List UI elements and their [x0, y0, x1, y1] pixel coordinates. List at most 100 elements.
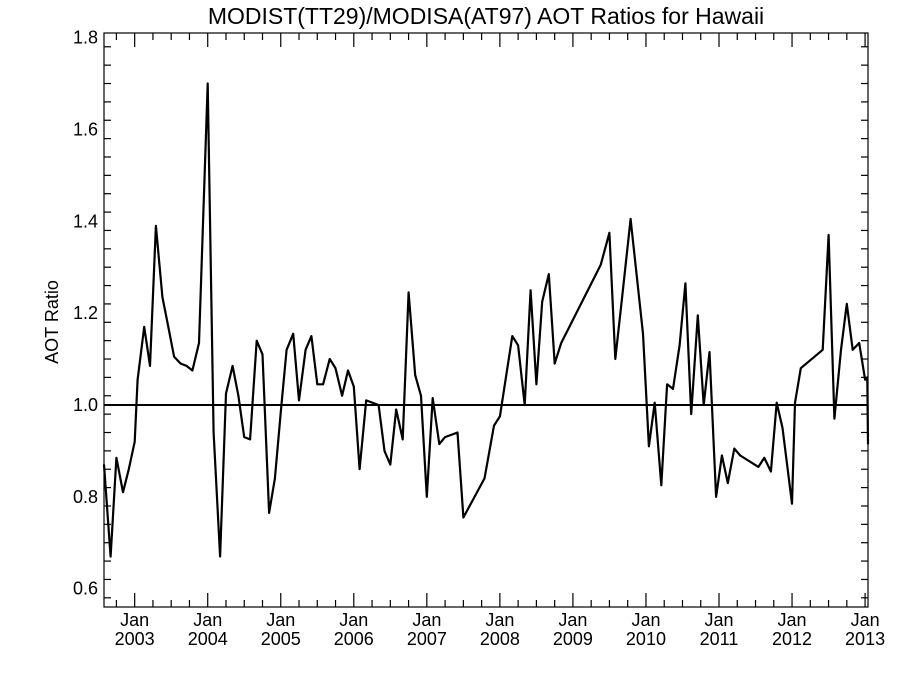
data-point	[483, 477, 486, 480]
x-tick-label-year: 2009	[553, 629, 593, 649]
data-point	[268, 512, 270, 514]
data-point	[560, 342, 562, 344]
data-point	[377, 404, 380, 406]
data-point	[678, 344, 681, 347]
data-point	[511, 335, 514, 337]
data-point	[541, 300, 543, 303]
data-point	[629, 218, 632, 220]
y-tick-label: 1.0	[73, 395, 98, 415]
data-point	[523, 404, 526, 406]
x-tick-label-month: Jan	[704, 610, 733, 630]
data-point	[535, 383, 538, 386]
y-tick-label: 0.6	[73, 579, 98, 599]
data-point	[212, 431, 215, 434]
data-point	[846, 303, 848, 305]
plot-frame	[103, 32, 869, 608]
data-point	[225, 392, 227, 395]
data-point	[642, 333, 644, 335]
data-point	[285, 349, 288, 351]
data-point	[517, 344, 519, 347]
data-point	[800, 367, 802, 370]
data-point	[684, 282, 687, 285]
data-point	[697, 314, 699, 317]
data-point	[401, 438, 404, 441]
data-point	[149, 365, 151, 367]
data-point	[191, 369, 194, 372]
data-point	[167, 326, 170, 328]
data-point	[136, 378, 139, 381]
x-tick-label-year: 2004	[188, 629, 228, 649]
x-tick-label-year: 2012	[772, 629, 812, 649]
data-point	[867, 443, 869, 445]
data-point	[109, 555, 112, 558]
y-tick-label: 1.2	[73, 303, 98, 323]
data-point	[407, 291, 410, 294]
x-tick-label-month: Jan	[631, 610, 660, 630]
series-group	[102, 82, 870, 558]
x-tick-label-month: Jan	[778, 610, 807, 630]
data-point	[255, 339, 258, 342]
x-tick-label-month: Jan	[851, 610, 880, 630]
x-tick-label-year: 2010	[626, 629, 666, 649]
y-tick-label: 1.6	[73, 119, 98, 139]
data-point	[794, 401, 796, 404]
x-tick-label-year: 2008	[480, 629, 520, 649]
series-line-0	[102, 82, 870, 558]
data-point	[353, 385, 355, 388]
x-tick-label-year: 2011	[700, 629, 739, 649]
x-tick-label-month: Jan	[120, 610, 149, 630]
data-point	[128, 468, 130, 471]
x-tick-label-month: Jan	[266, 610, 295, 630]
x-tick-label-year: 2005	[261, 629, 301, 649]
data-point	[653, 401, 656, 404]
data-point	[715, 496, 717, 498]
data-point	[608, 232, 611, 234]
data-point	[851, 349, 854, 351]
data-point	[122, 491, 124, 494]
data-point	[708, 351, 711, 353]
data-point	[365, 399, 368, 402]
x-tick-label-year: 2006	[334, 629, 374, 649]
data-point	[529, 289, 532, 292]
x-tick-label-month: Jan	[485, 610, 514, 630]
data-point	[155, 225, 157, 227]
data-point	[206, 82, 209, 85]
y-tick-label: 0.8	[73, 487, 98, 507]
data-point	[462, 516, 465, 519]
data-point	[243, 436, 245, 438]
data-point	[219, 555, 221, 558]
data-point	[292, 333, 295, 335]
data-point	[420, 395, 422, 397]
x-tick-label-year: 2003	[115, 629, 155, 649]
data-point	[866, 376, 869, 379]
data-point	[249, 438, 251, 441]
data-point	[426, 496, 428, 498]
data-point	[316, 383, 319, 386]
data-point	[185, 365, 188, 367]
data-point	[721, 454, 723, 457]
data-point	[548, 273, 550, 275]
data-point	[198, 342, 200, 344]
data-point	[298, 399, 300, 402]
data-point	[322, 383, 324, 386]
data-point	[763, 457, 766, 459]
y-tick-label: 1.8	[73, 28, 98, 48]
x-tick-label-year: 2007	[407, 629, 447, 649]
data-point	[770, 470, 772, 473]
data-point	[383, 450, 386, 452]
data-point	[133, 440, 136, 443]
data-point	[395, 408, 398, 411]
data-point	[499, 415, 501, 418]
x-tick-label-month: Jan	[339, 610, 368, 630]
x-tick-label-month: Jan	[412, 610, 441, 630]
data-point	[143, 326, 145, 328]
data-point	[414, 374, 417, 376]
data-point	[621, 298, 623, 301]
data-point	[739, 454, 741, 457]
data-point	[690, 413, 692, 415]
data-point	[173, 355, 175, 358]
data-point	[833, 417, 836, 420]
data-point	[775, 401, 778, 404]
data-point	[431, 397, 434, 399]
